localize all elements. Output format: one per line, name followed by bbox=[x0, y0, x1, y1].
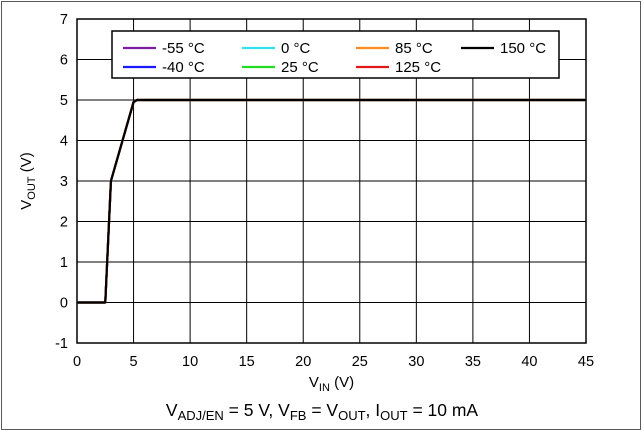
x-tick-label-6: 30 bbox=[408, 354, 424, 370]
test-conditions: VADJ/EN = 5 V, VFB = VOUT, IOUT = 10 mA bbox=[166, 400, 479, 423]
legend-label-0: -55 °C bbox=[162, 40, 205, 57]
y-axis-label: VOUT (V) bbox=[18, 152, 38, 209]
x-tick-label-3: 15 bbox=[239, 354, 255, 370]
y-tick-label-5: 4 bbox=[60, 134, 68, 150]
x-tick-label-5: 25 bbox=[352, 354, 368, 370]
y-tick-label-6: 5 bbox=[60, 93, 68, 109]
legend-label-4: 85 °C bbox=[395, 40, 433, 57]
legend-label-1: -40 °C bbox=[162, 59, 205, 76]
series-line-0 bbox=[77, 98, 586, 304]
y-tick-label-2: 1 bbox=[60, 255, 68, 271]
plot-area bbox=[76, 18, 587, 344]
series-line-2 bbox=[77, 98, 586, 304]
legend-label-5: 125 °C bbox=[395, 59, 441, 76]
x-tick-label-7: 35 bbox=[465, 354, 481, 370]
x-tick-labels: 0 5 10 15 20 25 30 35 40 45 bbox=[73, 354, 594, 370]
x-tick-label-1: 5 bbox=[130, 354, 138, 370]
x-tick-label-4: 20 bbox=[295, 354, 311, 370]
y-tick-label-3: 2 bbox=[60, 215, 68, 231]
x-axis-label: VIN (V) bbox=[309, 374, 354, 394]
series-line-1 bbox=[77, 98, 586, 304]
legend-label-3: 25 °C bbox=[281, 59, 319, 76]
y-tick-label-7: 6 bbox=[60, 53, 68, 69]
legend: -55 °C -40 °C 0 °C 25 °C 85 °C 125 °C 150 °C bbox=[111, 30, 560, 79]
legend-box bbox=[111, 30, 560, 79]
y-tick-label-1: 0 bbox=[60, 296, 68, 312]
y-tick-label-4: 3 bbox=[60, 174, 68, 190]
series-line-3 bbox=[77, 98, 586, 304]
series-lines bbox=[77, 98, 586, 304]
legend-label-2: 0 °C bbox=[281, 40, 311, 57]
y-tick-label-8: 7 bbox=[60, 12, 68, 28]
legend-label-6: 150 °C bbox=[500, 40, 546, 57]
series-line-6 bbox=[77, 98, 586, 304]
series-line-4 bbox=[77, 98, 586, 304]
x-tick-label-9: 45 bbox=[578, 354, 594, 370]
y-tick-labels: -1 0 1 2 3 4 5 6 7 bbox=[55, 12, 68, 352]
series-line-5 bbox=[77, 98, 586, 304]
x-tick-label-2: 10 bbox=[182, 354, 198, 370]
x-tick-label-0: 0 bbox=[73, 354, 81, 370]
y-tick-label-0: -1 bbox=[55, 336, 68, 352]
x-tick-label-8: 40 bbox=[521, 354, 537, 370]
